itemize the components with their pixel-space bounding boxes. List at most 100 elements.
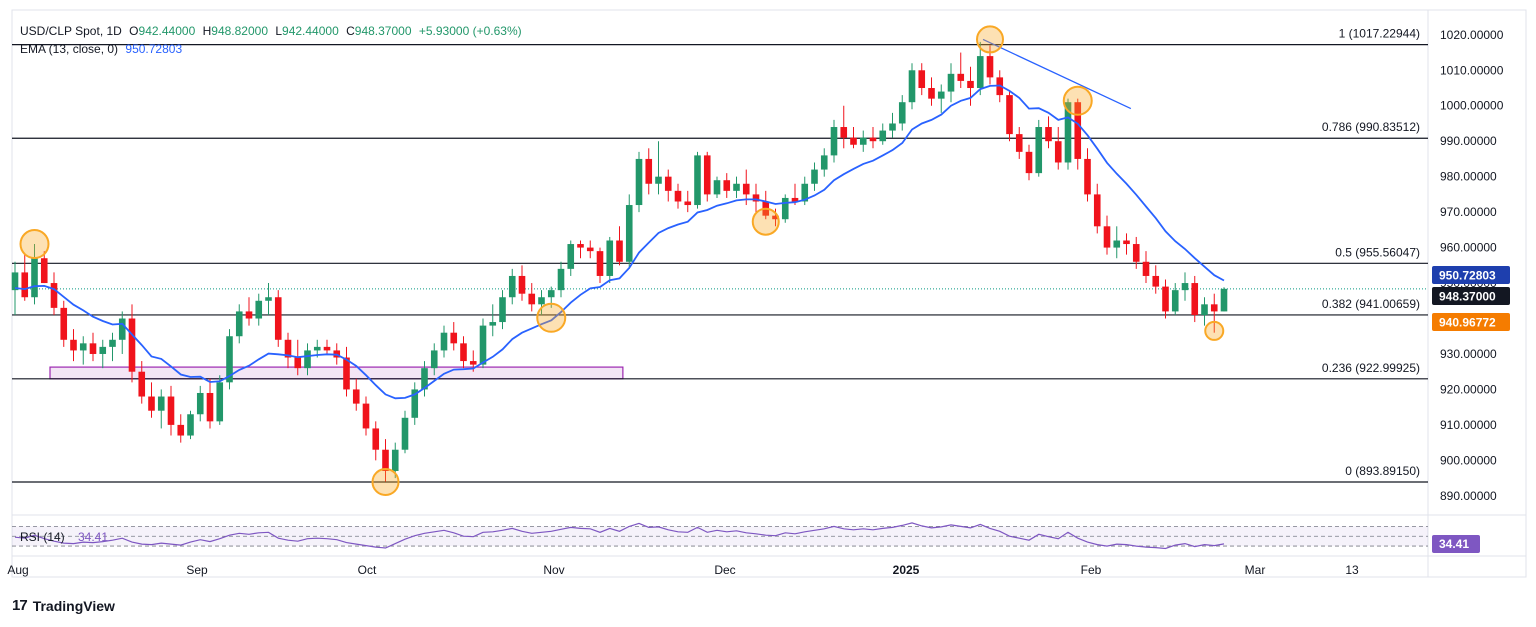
candle-body — [820, 155, 828, 170]
candle-body — [1210, 304, 1218, 312]
candle-body — [421, 368, 428, 390]
candle-body — [479, 325, 487, 365]
low-label: L — [275, 24, 283, 38]
fib-label-5: 0 (893.89150) — [1345, 464, 1420, 478]
candle-body — [304, 350, 311, 369]
candle-body — [1220, 288, 1228, 312]
y-tick-label: 910.00000 — [1440, 418, 1497, 432]
candle-body — [889, 123, 896, 131]
candle-body — [547, 290, 555, 298]
candle-body — [879, 130, 887, 142]
candle-body — [352, 389, 360, 404]
open-label: O — [129, 24, 139, 38]
x-tick-label: Sep — [186, 563, 208, 577]
candle-body — [157, 396, 165, 411]
candle-body — [538, 297, 545, 305]
x-tick-label: Nov — [543, 563, 564, 577]
y-tick-label: 980.00000 — [1440, 170, 1497, 184]
candle-body — [372, 428, 380, 450]
candle-body — [167, 396, 175, 425]
candle-body — [469, 361, 477, 365]
candle-body — [391, 449, 399, 471]
rsi-series — [14, 522, 1225, 550]
ohlc-legend: USD/CLP Spot, 1D O942.44000 H948.82000 L… — [20, 24, 526, 38]
x-tick-label: Feb — [1081, 563, 1102, 577]
candle-body — [11, 272, 19, 291]
x-tick-label: Oct — [358, 563, 377, 577]
candle-body — [118, 318, 126, 340]
candle-body — [313, 346, 321, 351]
candle-body — [255, 300, 263, 319]
price-tag-orange — [1432, 313, 1510, 331]
candle-body — [908, 70, 916, 103]
candle-body — [986, 56, 994, 78]
ema-line — [14, 84, 1225, 400]
candle-body — [811, 169, 818, 184]
candle-body — [518, 275, 526, 294]
candle-body — [635, 158, 643, 206]
candle-body — [21, 272, 29, 298]
y-tick-label: 1020.00000 — [1440, 28, 1504, 42]
candle-body — [557, 268, 565, 291]
x-tick-label: Mar — [1245, 563, 1266, 577]
rsi-panel: RSI (14) 34.41 34.41 — [12, 522, 1480, 553]
candle-body — [694, 155, 701, 206]
candle-body — [655, 176, 662, 184]
tradingview-logo-icon: 17 — [12, 597, 28, 614]
candle-body — [733, 183, 740, 191]
candle-body — [1152, 275, 1160, 287]
candle-body — [245, 311, 253, 319]
chart-frame — [11, 9, 1527, 578]
candle-body — [1132, 244, 1140, 262]
candle-body — [1074, 102, 1082, 159]
candle-body — [1025, 151, 1033, 174]
close-label: C — [346, 24, 355, 38]
candle-body — [265, 297, 272, 301]
candle-body — [1035, 127, 1043, 174]
candle-body — [109, 339, 116, 347]
high-value: 948.82000 — [211, 24, 268, 38]
candle-body — [362, 403, 370, 429]
ema-series — [14, 84, 1225, 400]
candle-body — [577, 244, 584, 248]
candle-body — [148, 396, 155, 411]
y-tick-label: 900.00000 — [1440, 453, 1497, 467]
price-tag-label-ema: 950.72803 — [1439, 269, 1496, 283]
candle-body — [70, 339, 77, 351]
grid — [11, 9, 1527, 578]
candle-body — [50, 283, 58, 308]
candle-body — [196, 392, 204, 415]
y-axis: 1020.00000 1010.00000 1000.00000 990.00000 9… — [1440, 28, 1504, 503]
candle-body — [586, 247, 594, 252]
candle-body — [499, 297, 506, 323]
candle-body — [1171, 290, 1179, 312]
pivot-marker — [371, 467, 400, 496]
candle-body — [382, 449, 389, 471]
candle-body — [528, 293, 536, 305]
candle-body — [1113, 240, 1121, 248]
candle-body — [99, 346, 107, 354]
candles — [11, 41, 1228, 482]
candle-body — [1181, 283, 1189, 291]
ema-label[interactable]: EMA (13, close, 0) — [20, 42, 119, 56]
candle-body — [1045, 127, 1052, 142]
tradingview-logo[interactable]: 17 TradingView — [12, 597, 115, 614]
candle-body — [859, 137, 867, 145]
fib-levels: 1 (1017.22944) 0.786 (990.83512) 0.5 (955.… — [12, 27, 1428, 483]
candle-body — [216, 382, 224, 422]
y-tick-label: 930.00000 — [1440, 347, 1497, 361]
candle-body — [1103, 226, 1111, 248]
pivot-marker — [751, 207, 780, 236]
rsi-legend-value: 34.41 — [78, 530, 108, 544]
symbol-label[interactable]: USD/CLP Spot, 1D — [20, 24, 122, 38]
resistance-trendline — [982, 38, 1132, 110]
y-tick-label: 890.00000 — [1440, 489, 1497, 503]
price-tag-price — [1432, 287, 1510, 305]
candle-body — [869, 137, 877, 142]
x-tick-label: Dec — [714, 563, 735, 577]
ema-value: 950.72803 — [125, 42, 183, 56]
candle-body — [128, 318, 136, 372]
candle-body — [284, 339, 292, 358]
rsi-tag — [1432, 535, 1480, 553]
support-box — [49, 366, 624, 380]
